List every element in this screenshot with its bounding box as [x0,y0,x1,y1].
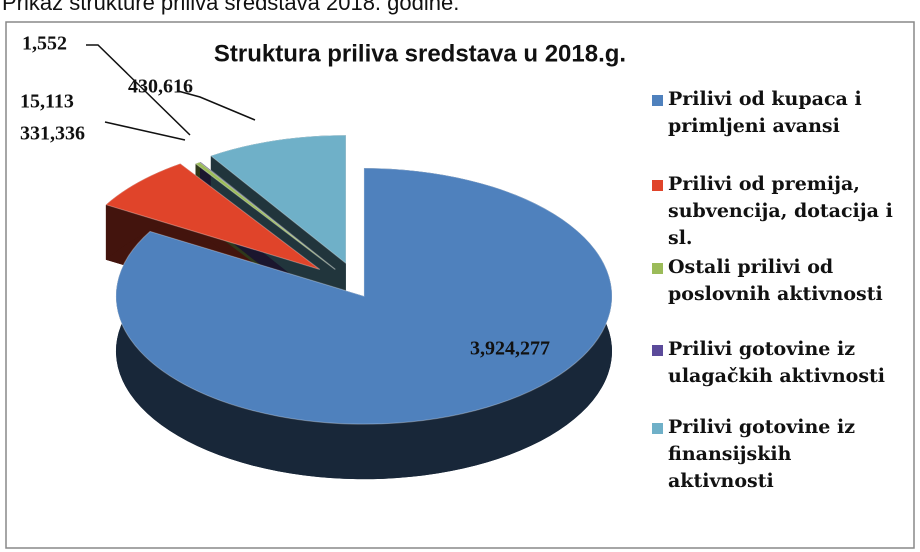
leader-lines [86,44,256,141]
legend-line: Prilivi od premija, [668,173,860,195]
legend-swatch [652,345,663,356]
legend-line: aktivnosti [668,470,774,492]
data-label: 430,616 [128,76,193,98]
legend-label: Prilivi gotovine iz finansijskih aktivnost… [668,416,855,492]
legend-swatch [652,263,663,274]
data-label: 331,336 [20,123,85,145]
chart-title: Struktura priliva sredstava u 2018.g. [214,40,626,67]
data-label: 1,552 [22,33,67,55]
slice [194,161,336,270]
legend-line: Prilivi od kupaca i [668,88,862,110]
legend-line: subvencija, dotacija i [668,200,893,222]
legend-swatch [652,180,663,191]
data-label: 15,113 [20,91,74,113]
caption: Prikaz strukture priliva sredstava 2018.… [2,0,459,15]
slice [115,167,613,425]
leader-line [177,90,256,121]
legend-swatch [652,95,663,106]
leader-line [104,121,186,141]
data-label: 3,924,277 [470,338,550,360]
legend-label: Prilivi gotovine iz ulagačkih aktivnosti [668,338,885,387]
slice [104,163,321,270]
legend-line: primljeni avansi [668,115,840,137]
slice [199,161,336,270]
legend-label: Prilivi od kupaca i primljeni avansi [668,88,862,137]
legend-label: Ostali prilivi od poslovnih aktivnosti [668,256,883,305]
legend-line: finansijskih [668,443,792,465]
legend-line: Prilivi gotovine iz [668,338,855,360]
legend-swatch [652,423,663,434]
slice [209,134,347,265]
legend-label: Prilivi od premija, subvencija, dotacija … [668,173,893,249]
leader-line [86,44,191,136]
legend-line: sl. [668,227,693,249]
legend-line: ulagačkih aktivnosti [668,365,885,387]
legend-line: Ostali prilivi od [668,256,833,278]
legend-line: Prilivi gotovine iz [668,416,855,438]
legend-line: poslovnih aktivnosti [668,283,883,305]
